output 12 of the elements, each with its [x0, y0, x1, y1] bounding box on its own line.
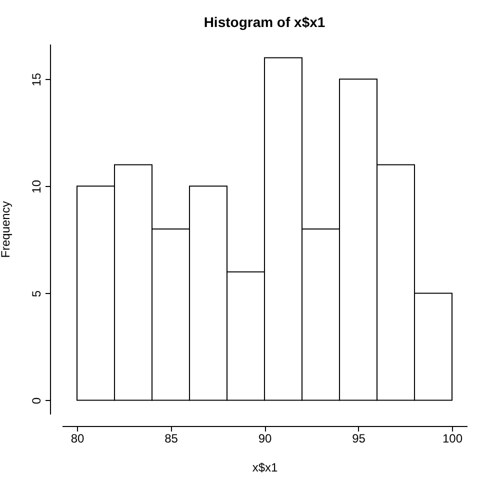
x-tick-label: 85	[164, 432, 178, 446]
y-tick-label: 15	[30, 72, 44, 86]
y-tick-label: 0	[30, 397, 44, 404]
x-tick-label: 90	[258, 432, 272, 446]
x-axis-title: x$x1	[252, 460, 278, 474]
y-tick-label: 5	[30, 290, 44, 298]
x-tick-label: 100	[442, 432, 463, 446]
chart-title: Histogram of x$x1	[204, 14, 326, 30]
y-tick-label: 10	[30, 180, 44, 194]
x-tick-label: 95	[352, 432, 366, 446]
x-tick-label: 80	[70, 432, 84, 446]
y-axis-title: Frequency	[0, 201, 12, 258]
